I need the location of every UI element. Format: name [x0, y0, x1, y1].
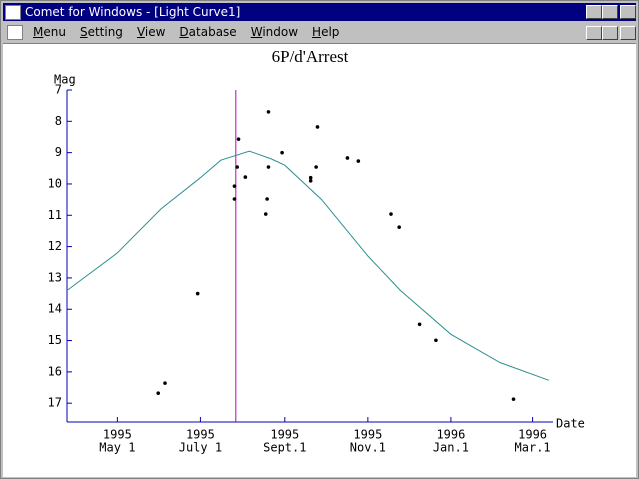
data-point: [266, 110, 271, 114]
data-point: [511, 397, 516, 401]
y-tick-label: 8: [55, 114, 62, 128]
chart-title: 6P/d'Arrest: [272, 47, 349, 66]
menu-item[interactable]: Menu: [33, 25, 66, 39]
x-tick-label: Sept.1: [263, 441, 306, 455]
x-tick-year: 1996: [518, 428, 547, 442]
doc-restore[interactable]: [602, 26, 618, 40]
x-tick-year: 1995: [103, 428, 132, 442]
data-point: [195, 291, 200, 296]
menu-item[interactable]: Help: [312, 25, 340, 39]
x-axis-label: Date: [556, 417, 585, 431]
data-point: [235, 165, 239, 169]
x-tick-year: 1995: [186, 428, 215, 442]
data-point: [356, 159, 361, 163]
y-tick-label: 10: [48, 176, 62, 190]
x-tick-label: Mar.1: [515, 441, 551, 455]
data-point: [232, 197, 237, 201]
data-point: [263, 212, 268, 216]
data-point: [417, 322, 422, 327]
doc-close[interactable]: [620, 26, 636, 40]
menu-item[interactable]: Setting: [79, 25, 123, 39]
app-icon: [5, 5, 21, 20]
data-point: [265, 197, 269, 201]
model-curve: [66, 150, 550, 381]
title-bar: Comet for Windows - [Light Curve1]: [3, 3, 636, 21]
y-tick-label: 15: [48, 333, 62, 347]
menu-item[interactable]: Window: [250, 25, 299, 39]
close-button[interactable]: [620, 5, 636, 19]
data-point: [389, 212, 393, 216]
y-tick-label: 9: [55, 145, 62, 159]
x-tick-label: Nov.1: [350, 441, 386, 455]
data-point: [308, 175, 313, 180]
y-tick-label: 16: [48, 364, 62, 378]
data-point: [308, 179, 313, 183]
y-tick-label: 7: [55, 83, 62, 97]
doc-icon: [7, 25, 23, 40]
x-tick-year: 1995: [353, 428, 382, 442]
x-tick-year: 1995: [270, 428, 299, 442]
data-point: [266, 165, 271, 169]
y-tick-label: 11: [48, 208, 62, 222]
data-point: [397, 225, 401, 229]
y-tick-label: 14: [48, 302, 62, 316]
window-title: Comet for Windows - [Light Curve1]: [25, 5, 241, 19]
menu-bar: Menu Setting View Database Window Help: [3, 23, 636, 41]
data-point: [314, 165, 318, 169]
data-point: [156, 391, 161, 395]
y-axis-label: Mag: [54, 73, 76, 87]
x-tick-label: May 1: [99, 441, 135, 455]
x-tick-label: Jan.1: [433, 441, 469, 455]
data-point: [232, 184, 237, 188]
data-point: [280, 150, 284, 155]
x-tick-label: July 1: [179, 441, 222, 455]
data-point: [236, 137, 241, 141]
y-tick-label: 12: [48, 239, 62, 253]
data-point: [345, 156, 350, 160]
data-point: [163, 381, 167, 385]
menu-item[interactable]: View: [136, 25, 166, 39]
y-tick-label: 17: [48, 396, 62, 410]
doc-minimize[interactable]: [586, 26, 602, 40]
data-point: [434, 338, 438, 343]
data-point: [243, 175, 248, 179]
client-area: [3, 43, 636, 477]
menu-items: Menu Setting View Database Window Help: [33, 23, 353, 41]
x-tick-year: 1996: [436, 428, 465, 442]
minimize-button[interactable]: [586, 5, 602, 19]
y-tick-label: 13: [48, 270, 62, 284]
menu-item[interactable]: Database: [179, 25, 237, 39]
restore-button[interactable]: [602, 5, 618, 19]
data-point: [315, 125, 320, 129]
